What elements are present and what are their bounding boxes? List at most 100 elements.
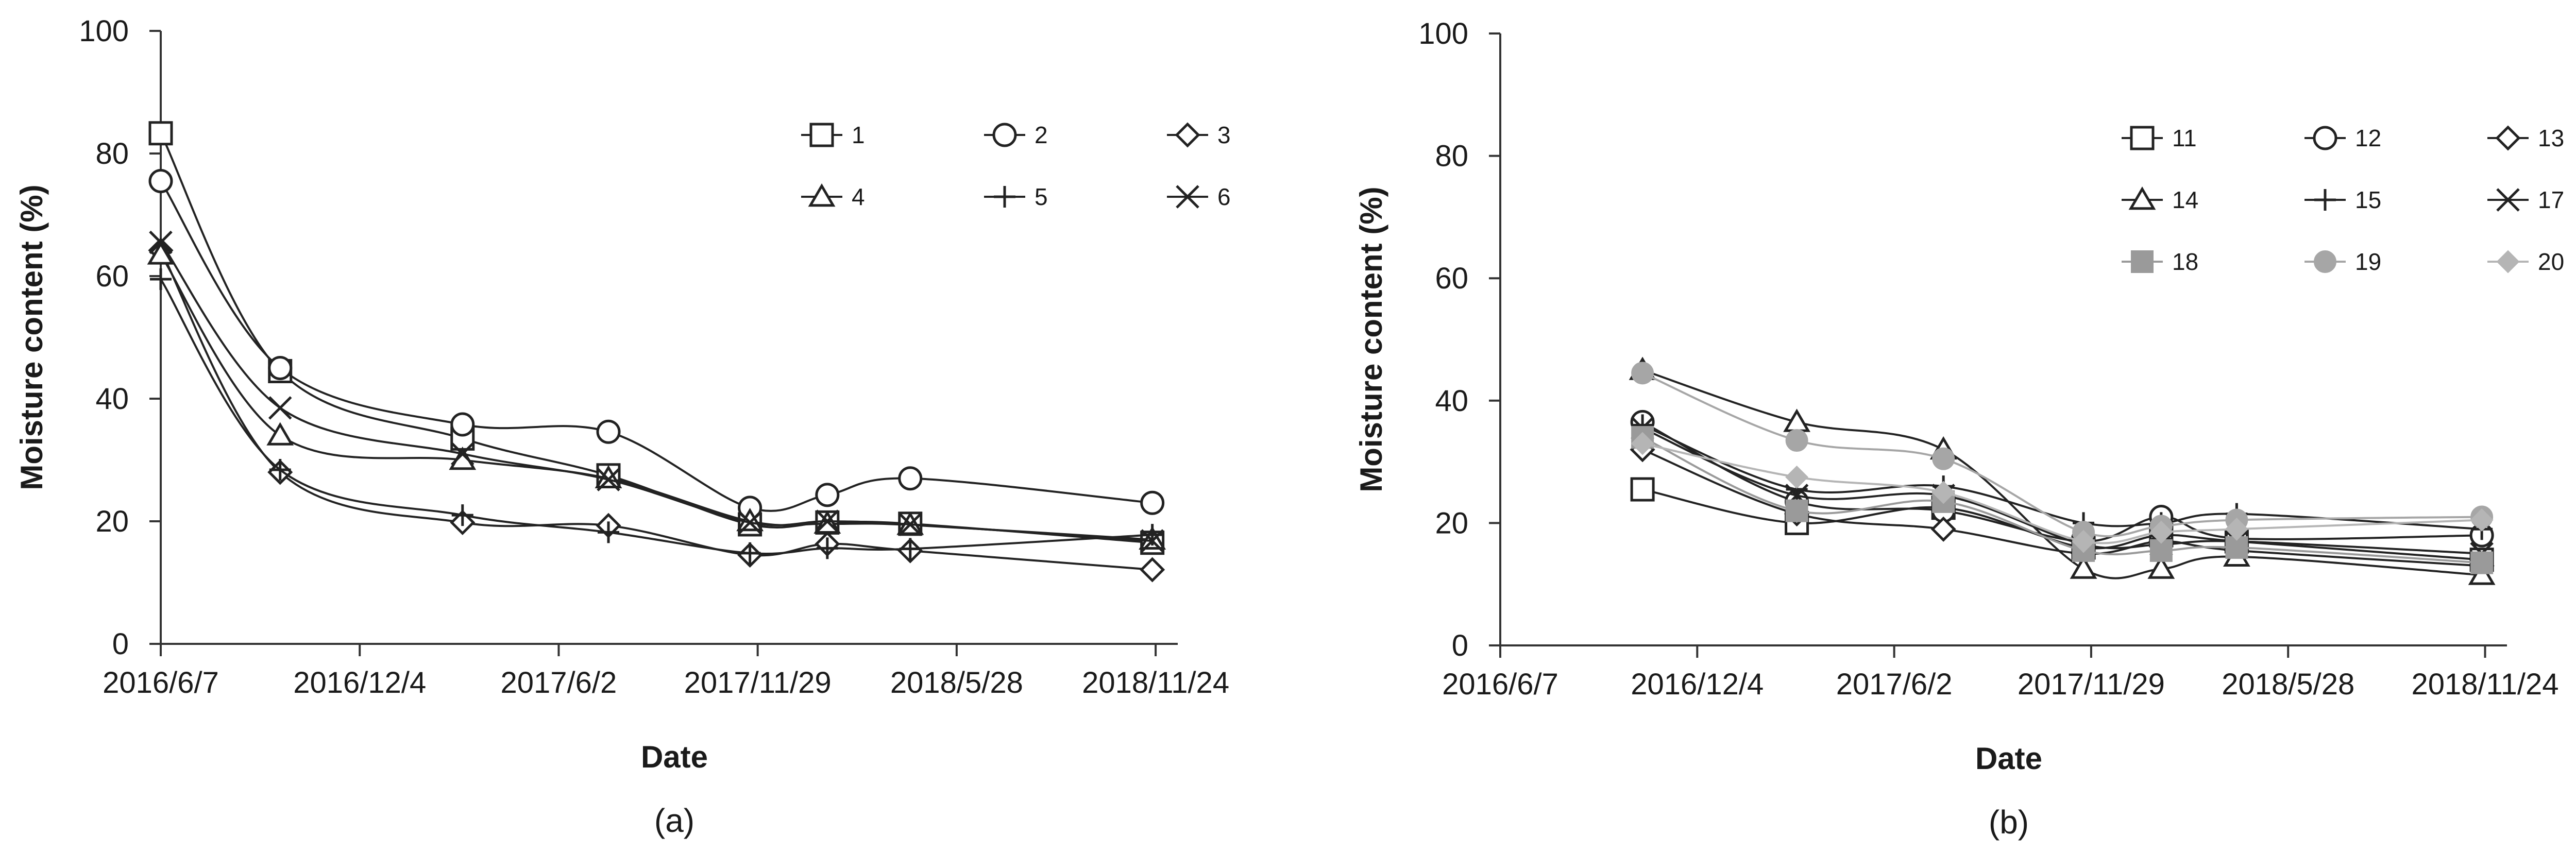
data-point [597,468,620,491]
legend-marker [2128,186,2156,210]
x-tick-label: 2016/12/4 [1631,668,1764,701]
data-point [898,513,922,536]
y-tick-label: 40 [1435,384,1468,418]
x-tick-label: 2018/5/28 [890,666,1023,700]
series-line [1642,372,2482,538]
legend-item-5: 5 [984,183,1048,210]
legend-marker [808,183,836,207]
y-tick-label: 20 [95,505,129,538]
series-line [1642,448,2482,567]
data-point [1631,362,1654,385]
legend-label: 11 [2172,125,2197,151]
data-point [450,442,474,466]
panel-label: (a) [654,802,694,839]
legend-label: 13 [2538,125,2564,151]
data-point [2149,520,2173,544]
legend-item-3: 3 [1167,122,1231,148]
chart-panel-a: 0 20 40 60 80 100 2016/6/7 2016/12/4 2017/6/2 201… [14,14,1231,839]
data-point [738,510,762,535]
legend-marker [2495,125,2521,151]
data-point [149,230,173,254]
data-point [1140,529,1164,553]
legend-item-18: 18 [2122,248,2198,275]
legend-item-13: 13 [2487,125,2564,151]
y-tick-label: 100 [1418,17,1468,50]
x-tick-label: 2017/6/2 [1836,668,1953,701]
x-tick-label: 2018/11/24 [1082,666,1229,700]
series-5 [150,268,1163,564]
y-tick-label: 80 [95,137,129,170]
x-tick-label: 2016/6/7 [1442,668,1558,701]
legend-item-11: 11 [2122,125,2197,151]
legend: 1 2 3 4 5 6 [801,122,1231,210]
legend-label: 15 [2355,186,2381,213]
data-point [1631,432,1654,455]
legend-item-14: 14 [2122,186,2198,213]
legend-marker [2314,250,2336,273]
series-2 [148,169,1165,520]
x-axis-label: Date [641,740,708,774]
x-tick-label: 2017/6/2 [501,666,617,700]
series-6 [149,230,1164,553]
series-line [1642,442,2482,544]
data-point [1630,477,1655,502]
data-point [1783,408,1810,432]
data-point [1931,481,1955,504]
legend-marker [2496,188,2520,212]
data-point [148,169,173,194]
data-point [268,396,292,420]
legend-item-1: 1 [801,122,865,148]
data-point [269,459,291,481]
y-tick-label: 40 [95,382,129,416]
data-point [451,504,473,526]
legend-label: 6 [1217,183,1231,210]
data-point [898,466,923,491]
y-tick-label: 0 [1452,629,1468,662]
series-line [160,180,1153,512]
x-axis-label: Date [1975,741,2042,776]
data-point [148,121,173,146]
data-point [150,268,172,290]
legend-item-12: 12 [2304,125,2381,151]
x-tick-label: 2017/11/29 [684,666,832,700]
legend-item-6: 6 [1167,183,1231,210]
data-point [2072,530,2095,553]
legend-marker [2130,126,2155,150]
legend-marker [1176,185,1199,209]
data-point [597,521,619,543]
y-axis-label: Moisture content (%) [14,184,49,490]
x-tick-label: 2018/5/28 [2222,668,2354,701]
legend-label: 3 [1217,122,1231,148]
y-tick-label: 60 [1435,262,1468,295]
legend-item-15: 15 [2304,186,2381,213]
data-point [2225,517,2248,541]
legend-marker [994,186,1015,208]
legend-label: 19 [2355,248,2381,275]
legend-item-20: 20 [2487,248,2564,275]
data-point [1785,429,1808,452]
data-point [596,419,621,444]
panel-label: (b) [1989,804,2029,841]
data-point [268,356,293,380]
data-point [1930,516,1956,542]
legend-label: 5 [1035,183,1048,210]
data-point [736,508,764,532]
data-point [816,509,839,533]
data-point [2470,551,2494,574]
legend-item-2: 2 [984,122,1048,148]
series-19 [1631,362,2494,544]
legend-marker [2314,189,2336,211]
data-point [1785,465,1808,489]
legend-label: 17 [2538,186,2564,213]
data-point [2470,508,2494,532]
legend-label: 2 [1035,122,1048,148]
data-point [147,241,175,265]
y-axis-label: Moisture content (%) [1354,186,1388,492]
series-12 [1630,410,2494,554]
data-point [1140,557,1165,583]
legend-label: 20 [2538,248,2564,275]
y-tick-label: 0 [112,627,129,661]
data-point [2070,555,2097,579]
y-tick-label: 60 [95,260,129,293]
series-line [160,278,1153,555]
